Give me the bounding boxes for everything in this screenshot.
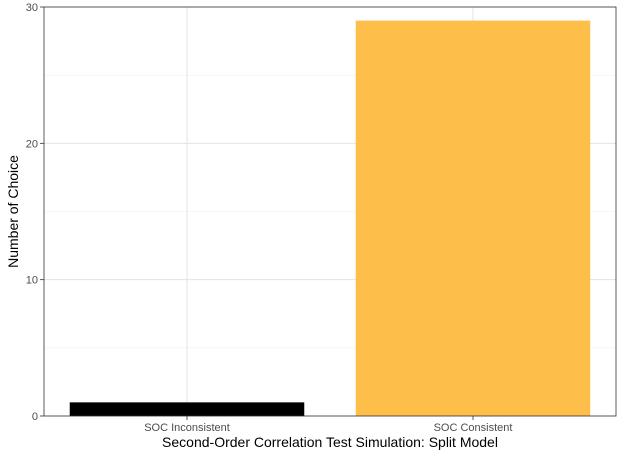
- panel-border: [43, 6, 617, 417]
- x-tick-label: SOC Consistent: [434, 422, 513, 434]
- y-axis-title: Number of Choice: [5, 155, 21, 268]
- y-tick-label: 0: [32, 411, 38, 423]
- y-tick-label: 20: [26, 138, 38, 150]
- bar: [69, 402, 305, 416]
- y-tick-label: 10: [26, 275, 38, 287]
- y-tick-label: 30: [26, 2, 38, 14]
- x-tick-label: SOC Inconsistent: [144, 422, 230, 434]
- bar: [355, 20, 591, 417]
- y-axis: 0 10 20 30: [26, 2, 44, 423]
- x-axis-title: Second-Order Correlation Test Simulation…: [162, 434, 498, 450]
- x-axis: SOC Inconsistent SOC Consistent: [144, 416, 512, 434]
- bars-layer: [69, 20, 591, 417]
